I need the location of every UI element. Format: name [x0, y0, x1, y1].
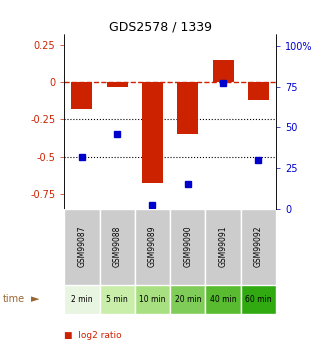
Bar: [135, 209, 170, 285]
Text: GSM99088: GSM99088: [113, 226, 122, 267]
Bar: [71, 82, 92, 109]
Bar: [64, 209, 100, 285]
Bar: [64, 285, 100, 314]
Text: GSM99089: GSM99089: [148, 226, 157, 267]
Bar: [100, 209, 135, 285]
Text: GSM99087: GSM99087: [77, 226, 86, 267]
Text: 2 min: 2 min: [71, 295, 93, 304]
Bar: [100, 285, 135, 314]
Bar: [170, 285, 205, 314]
Bar: [205, 285, 241, 314]
Bar: [213, 60, 234, 82]
Text: ■  log2 ratio: ■ log2 ratio: [64, 331, 122, 340]
Bar: [142, 82, 163, 184]
Text: GSM99091: GSM99091: [219, 226, 228, 267]
Bar: [205, 209, 241, 285]
Text: 5 min: 5 min: [106, 295, 128, 304]
Bar: [177, 82, 198, 134]
Bar: [241, 285, 276, 314]
Text: 10 min: 10 min: [139, 295, 166, 304]
Bar: [107, 82, 128, 87]
Text: ►: ►: [30, 294, 39, 304]
Bar: [170, 209, 205, 285]
Text: 40 min: 40 min: [210, 295, 236, 304]
Text: GSM99092: GSM99092: [254, 226, 263, 267]
Text: 20 min: 20 min: [175, 295, 201, 304]
Bar: [135, 285, 170, 314]
Text: GDS2578 / 1339: GDS2578 / 1339: [109, 21, 212, 34]
Bar: [241, 209, 276, 285]
Text: time: time: [3, 294, 25, 304]
Text: 60 min: 60 min: [245, 295, 272, 304]
Text: GSM99090: GSM99090: [183, 226, 192, 267]
Bar: [248, 82, 269, 100]
